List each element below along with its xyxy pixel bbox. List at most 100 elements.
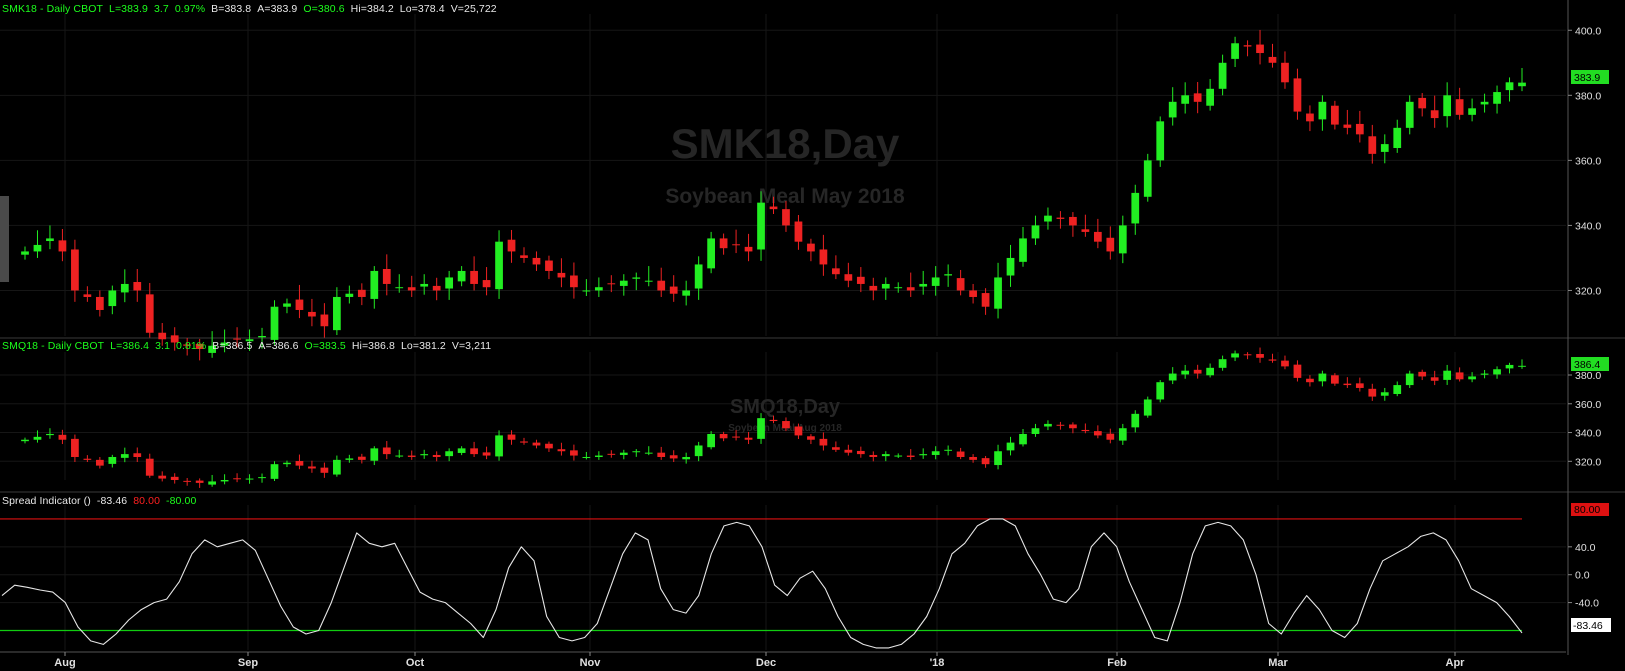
candle-body [844, 449, 853, 453]
candle-body [769, 419, 778, 422]
candle-body [1480, 373, 1489, 375]
candle-body [507, 239, 516, 252]
candle-body [1493, 92, 1501, 104]
indicator-lower: -80.00 [166, 495, 197, 507]
candle-body [1081, 429, 1090, 432]
candle-body [807, 243, 815, 252]
candle-body [782, 421, 790, 429]
candle-body [33, 436, 42, 440]
candle-body [183, 480, 192, 482]
mid-change: 3.1 [155, 340, 171, 352]
candle-body [532, 442, 541, 446]
candle-body [969, 290, 977, 297]
candle-body [1093, 431, 1102, 436]
candle-body [407, 287, 416, 291]
candle-body [1505, 364, 1514, 369]
candle-body [1331, 375, 1339, 384]
candle-body [744, 246, 753, 252]
candle-body [1480, 101, 1489, 105]
mid-high: Hi=386.8 [351, 340, 395, 352]
candle-body [1318, 101, 1327, 120]
candle-body [470, 270, 478, 284]
candle-body [345, 293, 354, 297]
candle-body [707, 433, 715, 448]
candle-body [295, 461, 304, 466]
candle-body [844, 274, 853, 281]
candle-body [1081, 229, 1090, 232]
candle-body [308, 311, 316, 317]
candle-body [1206, 367, 1214, 376]
candle-body [108, 456, 117, 464]
candle-body [1231, 43, 1239, 59]
candle-body [382, 447, 391, 455]
candle-body [233, 478, 241, 480]
candle-body [170, 476, 179, 480]
candle-body [357, 289, 366, 297]
candle-body [320, 314, 329, 327]
last-value-labels: 383.9 386.4 80.00 -83.46 [1571, 70, 1611, 632]
candle-body [694, 264, 703, 289]
mid-watermark-subtitle: Soybean Meal Aug 2018 [728, 423, 842, 434]
candle-body [295, 299, 304, 310]
candle-body [869, 454, 878, 457]
candle-body [669, 455, 678, 459]
candle-body [170, 335, 179, 343]
candle-body [807, 436, 815, 440]
candle-body [108, 290, 117, 307]
candle-body [1056, 424, 1065, 426]
indicator-name: Spread Indicator () [2, 495, 91, 507]
candle-body [420, 454, 429, 456]
candle-body [1293, 364, 1302, 378]
candle-body [83, 294, 92, 297]
x-tick-label: Apr [1446, 657, 1466, 669]
candle-body [682, 290, 691, 296]
candle-body [1268, 56, 1277, 63]
candle-body [619, 452, 628, 455]
candle-body [333, 459, 341, 475]
candle-body [395, 455, 404, 457]
y-tick-label: 320.0 [1575, 456, 1601, 468]
candle-body [208, 345, 216, 353]
candle-body [1143, 399, 1152, 416]
candle-body [894, 287, 903, 289]
candle-body [719, 433, 728, 439]
top-low: Lo=378.4 [399, 3, 445, 15]
candle-body [495, 435, 503, 457]
candle-body [856, 276, 865, 284]
candle-body [694, 445, 703, 457]
candle-body [308, 466, 316, 469]
candle-body [1281, 62, 1289, 83]
trading-apps-tab[interactable]: trading-apps [0, 196, 9, 282]
candle-body [1306, 378, 1314, 383]
candle-body [208, 481, 216, 485]
candle-body [757, 202, 765, 250]
candle-body [357, 456, 366, 460]
x-tick-label: '18 [930, 657, 945, 669]
candle-body [1318, 373, 1327, 382]
candle-body [46, 238, 54, 242]
mid-panel-header: SMQ18 - Daily CBOT L=386.4 3.1 0.81% B=386.5… [2, 340, 497, 352]
top-price-label: 383.9 [1574, 72, 1600, 84]
candle-body [1418, 371, 1427, 377]
candle-body [956, 451, 965, 457]
candle-body [570, 450, 578, 456]
candle-body [520, 441, 528, 443]
candle-body [58, 434, 67, 440]
candle-body [732, 244, 740, 246]
candle-body [1118, 225, 1127, 254]
y-tick-label: 380.0 [1575, 90, 1601, 102]
candle-body [1106, 433, 1115, 440]
candle-body [1093, 231, 1102, 242]
candle-body [657, 280, 666, 291]
candle-body [95, 459, 104, 466]
candle-body [881, 283, 890, 289]
y-tick-label: 360.0 [1575, 399, 1601, 411]
top-pct: 0.97% [174, 3, 206, 15]
candle-body [1268, 359, 1277, 361]
y-tick-label: 0.0 [1575, 570, 1590, 582]
candle-body [1505, 82, 1514, 91]
candle-body [1368, 388, 1377, 397]
candle-body [644, 280, 653, 282]
candle-body [582, 290, 591, 292]
candle-body [133, 282, 142, 291]
